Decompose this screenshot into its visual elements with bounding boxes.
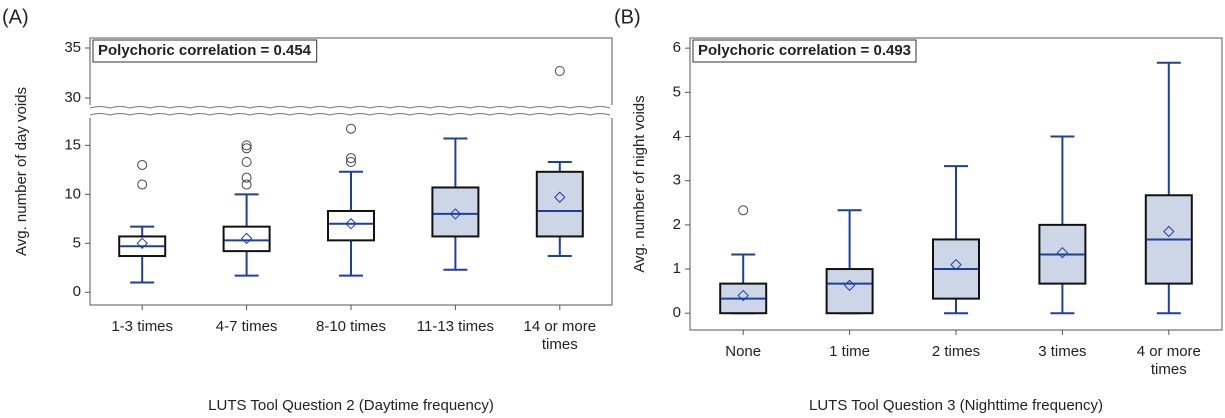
mean-marker [737,289,749,302]
outlier [346,123,356,134]
axis-break [89,105,613,118]
outlier [241,143,252,154]
mean-marker [345,218,357,230]
outlier [241,157,252,168]
x-tick-label: 2 times [931,343,981,360]
y-tick-label: 1 [673,260,681,277]
outlier [241,140,252,151]
box [327,209,375,242]
panel-label: (A) [2,6,29,28]
annotation-box [92,39,318,63]
x-axis-title: LUTS Tool Question 2 (Daytime frequency) [208,397,494,414]
break-line [89,113,611,116]
mean-marker [240,232,253,245]
x-tick-label: 4-7 times [215,318,278,335]
x-tick-label: 8-10 times [315,318,387,335]
y-tick-label: 0 [73,283,81,300]
y-tick-label: 30 [64,89,81,106]
y-axis-title: Avg. number of day voids [13,87,30,256]
annotation-box [692,39,917,63]
mean-marker [449,208,462,220]
x-tick-label: 1-3 times [111,318,174,335]
break-line [89,106,611,109]
y-tick-label: 4 [673,127,681,144]
y-axis-title: Avg. number of night voids [631,95,648,272]
outlier [738,205,749,216]
outlier [241,172,252,183]
outlier [554,66,565,76]
y-tick-label: 15 [64,136,81,153]
outlier [346,157,356,168]
x-tick-label: 14 or more times [523,318,597,353]
x-axis-title: LUTS Tool Question 3 (Nighttime frequenc… [809,397,1103,414]
y-tick-label: 6 [673,39,681,56]
y-tick-label: 0 [673,304,681,321]
x-tick-label: None [725,343,762,360]
mean-marker [1163,225,1175,238]
x-tick-label: 11-13 times [416,318,495,335]
panel-label: (B) [614,6,641,28]
y-tick-label: 3 [673,172,681,189]
annotation: Polychoric correlation = 0.493 [698,42,911,59]
outlier [346,153,356,164]
y-tick-label: 2 [673,216,681,233]
mean-marker [950,258,962,271]
y-tick-label: 10 [64,185,81,202]
x-tick-label: 1 time [829,343,871,360]
y-tick-label: 35 [64,39,81,56]
outlier [137,179,148,190]
y-tick-label: 5 [673,83,681,100]
box [825,268,874,315]
outlier [137,159,148,170]
annotation: Polychoric correlation = 0.454 [98,42,312,59]
x-tick-label: 4 or more times [1136,343,1201,378]
x-tick-label: 3 times [1038,343,1087,360]
box [431,186,480,238]
y-tick-label: 5 [73,234,81,251]
box [222,225,271,253]
mean-marker [1056,246,1069,259]
outlier [241,179,252,190]
mean-marker [843,279,856,292]
mean-marker [554,191,566,203]
mean-marker [136,237,148,250]
box [535,170,584,238]
